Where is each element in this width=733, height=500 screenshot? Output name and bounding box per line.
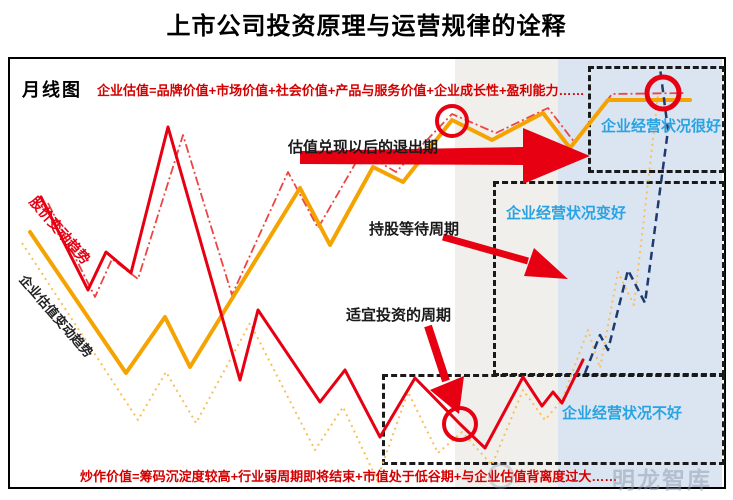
valuation-formula: 企业估值=品牌价值+市场价值+社会价值+产品与服务价值+企业成长性+盈利能力…… [97, 83, 585, 98]
exit-arrow-tail [300, 147, 523, 165]
stock-dashdot-line [47, 92, 686, 298]
page-title: 上市公司投资原理与运营规律的诠释 [166, 13, 567, 40]
future-projection-line [583, 67, 670, 374]
hold-arrow-shaft [442, 233, 529, 265]
top-right-highlight-circle [644, 74, 682, 112]
stock-price-line [39, 125, 585, 450]
invest-arrow-head [430, 376, 464, 414]
valuation-trend-line [28, 98, 692, 375]
chart-type-label: 月线图 [22, 80, 82, 100]
annotation-holding-period: 持股等待周期 [369, 221, 460, 238]
bottom-highlight-circle [442, 406, 478, 442]
peak-highlight-circle [435, 104, 469, 138]
exit-arrow-head [523, 128, 590, 184]
speculation-formula: 炒作价值=筹码沉淀度较高+行业弱周期即将结束+市值处于低谷期+与企业估值背离度过… [80, 469, 618, 484]
hold-arrow-head [524, 248, 568, 279]
annotation-exit-period: 估值兑现以后的退出期 [288, 139, 439, 156]
invest-arrow-shaft [424, 324, 450, 383]
status-label-getting-better: 企业经营状况变好 [506, 205, 627, 222]
status-box-very-good [588, 66, 725, 173]
annotation-investment-period: 适宜投资的周期 [346, 307, 452, 324]
status-label-very-good: 企业经营状况很好 [601, 118, 722, 135]
status-box-not-good [382, 374, 725, 465]
status-label-not-good: 企业经营状况不好 [562, 405, 683, 422]
watermark-text: 明龙智库 [612, 467, 712, 493]
watermark-logo-ring [488, 463, 514, 489]
